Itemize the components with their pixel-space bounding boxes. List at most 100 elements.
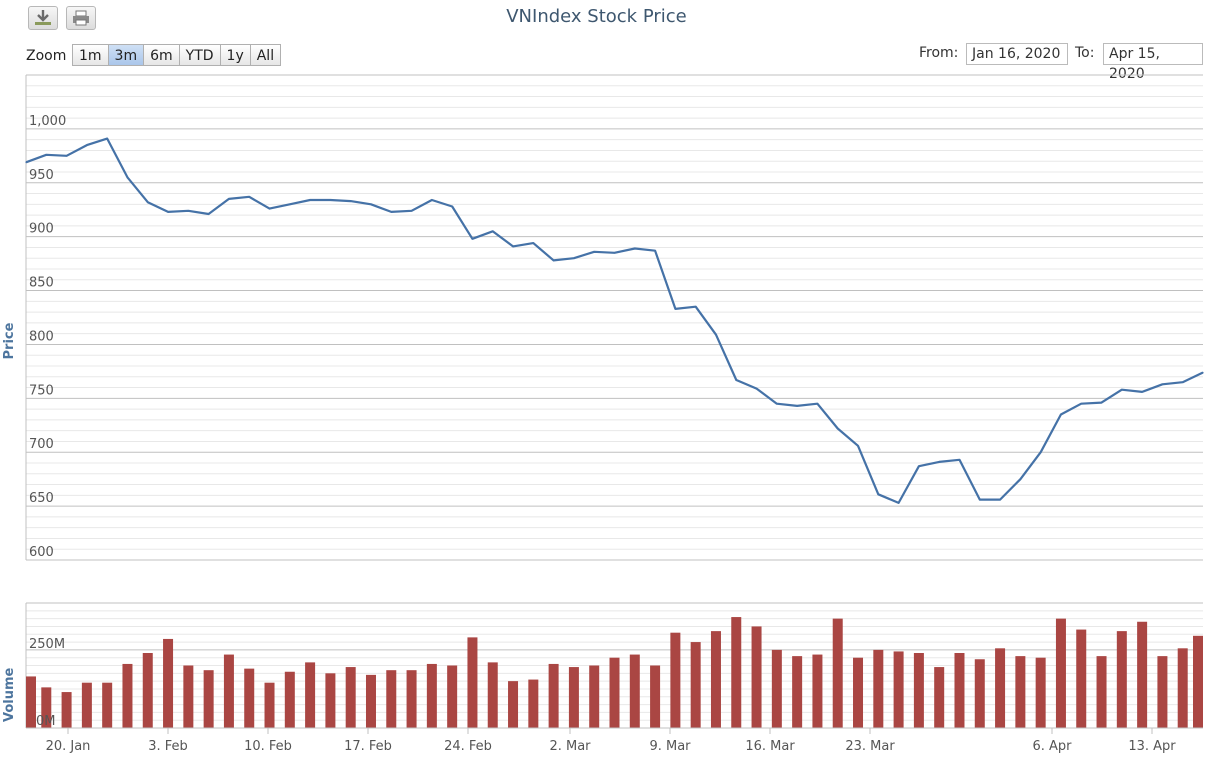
price-point [999,499,1001,501]
volume-bar [142,653,153,728]
to-label: To: [1075,45,1095,61]
price-point [755,388,758,390]
price-point [147,201,149,203]
volume-bar [305,662,316,728]
price-point [553,259,555,261]
volume-bar [548,663,559,728]
volume-bar [568,667,579,728]
price-y-tick-label: 700 [29,437,54,452]
price-point [187,210,189,212]
price-point [492,230,494,232]
price-point [573,257,575,259]
volume-bar [589,665,600,728]
zoom-3m-button[interactable]: 3m [107,44,145,66]
zoom-ytd-button[interactable]: YTD [178,44,221,66]
zoom-1y-button[interactable]: 1y [219,44,251,66]
print-icon [73,10,89,26]
x-tick-label: 20. Jan [46,739,91,754]
volume-bar [467,637,478,728]
price-point [634,247,636,250]
volume-bar [1116,631,1127,728]
price-point [350,200,352,202]
download-icon [35,10,51,25]
price-point [248,196,250,198]
volume-bar [26,676,36,728]
volume-bar [710,631,721,728]
print-button[interactable] [66,6,96,30]
x-tick-label: 17. Feb [344,739,392,754]
volume-bar [386,670,397,728]
volume-bar [771,649,782,728]
price-y-tick-label: 1,000 [29,114,66,129]
price-point [1060,413,1062,416]
price-point [390,211,392,213]
volume-bar [1055,618,1066,728]
price-point [370,203,372,205]
volume-bar [81,682,92,728]
price-y-tick-label: 750 [29,383,54,398]
volume-bar [670,632,681,728]
volume-bar [528,679,539,728]
volume-bar [163,638,174,728]
x-tick-label: 3. Feb [148,739,188,754]
volume-y-tick-label: 0M [36,714,56,729]
volume-bar [934,667,945,728]
price-point [431,199,433,201]
price-point [1202,371,1204,374]
volume-bar [913,653,924,728]
price-point [674,308,676,310]
price-point [471,238,474,240]
price-y-tick-label: 950 [29,168,54,183]
volume-bar [650,665,661,728]
x-tick-label: 13. Apr [1128,739,1176,754]
volume-axis-title: Volume [2,667,17,722]
price-point [918,465,920,467]
price-point [695,306,697,308]
price-y-tick-label: 600 [29,545,54,560]
price-y-tick-label: 650 [29,491,54,506]
price-point [654,250,656,252]
volume-bar [183,665,194,728]
to-date-input[interactable]: Apr 15, 2020 [1103,43,1203,82]
x-tick-label: 23. Mar [845,739,895,754]
x-tick-label: 2. Mar [549,739,591,754]
volume-bar [1137,621,1148,728]
price-point [593,251,595,253]
volume-bar [487,662,498,728]
volume-bar [203,670,214,728]
volume-bar [365,674,376,728]
price-point [1019,478,1021,480]
price-point [1100,402,1103,404]
price-point [65,155,68,157]
price-point [776,403,778,405]
volume-bar [122,663,133,728]
price-point [1182,381,1184,383]
price-point [208,213,210,215]
download-button[interactable] [28,6,58,30]
from-date-input[interactable]: Jan 16, 2020 [966,43,1068,65]
price-point [289,203,291,205]
price-point [1040,451,1042,453]
volume-bar [426,663,437,728]
price-point [1121,389,1123,391]
price-point [735,379,737,381]
price-point [816,403,819,405]
volume-bar [812,654,823,728]
volume-bar [731,617,742,728]
price-point [796,405,798,407]
zoom-bar: 1m 3m 6m YTD 1y All [72,44,282,66]
zoom-1m-button[interactable]: 1m [72,44,109,66]
price-point [1161,383,1164,385]
x-tick-label: 9. Mar [649,739,691,754]
zoom-6m-button[interactable]: 6m [143,44,180,66]
price-point [25,161,27,163]
from-label: From: [919,45,959,61]
price-point [106,137,108,140]
x-tick-label: 6. Apr [1032,739,1072,754]
volume-bar [1076,629,1087,728]
zoom-all-button[interactable]: All [249,44,282,66]
volume-bar [102,682,113,728]
price-point [532,242,534,244]
x-tick-label: 10. Feb [244,739,292,754]
volume-bar [974,659,985,728]
